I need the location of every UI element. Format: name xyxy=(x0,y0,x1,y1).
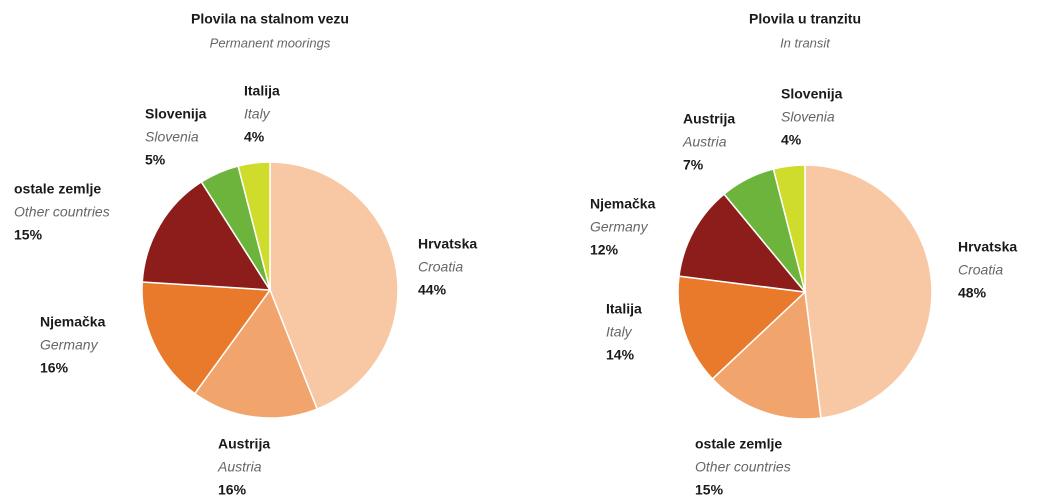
slice-value-label: 15% xyxy=(14,227,43,243)
slice-value-label: 5% xyxy=(145,152,166,168)
slice-label: Austrija xyxy=(683,111,735,127)
slice-label: Njemačka xyxy=(590,196,656,212)
slice-label-translation: Slovenia xyxy=(781,109,835,125)
slice-label: ostale zemlje xyxy=(14,181,101,197)
slice-label: Slovenija xyxy=(781,86,843,102)
slice-value-label: 4% xyxy=(244,129,265,145)
chart-title: Plovila na stalnom vezu xyxy=(191,11,349,27)
chart-subtitle: In transit xyxy=(780,35,831,50)
slice-label: Slovenija xyxy=(145,106,207,122)
slice-value-label: 48% xyxy=(958,285,987,301)
slice-label: Hrvatska xyxy=(958,239,1017,255)
slice-label-translation: Germany xyxy=(590,219,649,235)
pie-slice xyxy=(678,193,807,293)
slice-label-translation: Austria xyxy=(682,134,727,150)
slice-label-translation: Other countries xyxy=(695,459,791,475)
slice-label-translation: Croatia xyxy=(418,259,463,275)
slice-value-label: 7% xyxy=(683,157,704,173)
slice-value-label: 12% xyxy=(590,242,619,258)
slice-value-label: 15% xyxy=(695,482,724,498)
slice-value-label: 4% xyxy=(781,132,802,148)
slice-label-translation: Croatia xyxy=(958,262,1003,278)
slice-value-label: 44% xyxy=(418,282,447,298)
slice-label-translation: Slovenia xyxy=(145,129,199,145)
slice-label: ostale zemlje xyxy=(695,436,782,452)
slice-label-translation: Italy xyxy=(606,324,633,340)
pie-slice xyxy=(141,180,272,291)
slice-label-translation: Austria xyxy=(217,459,262,475)
pie-slice xyxy=(193,288,319,419)
pie-slice xyxy=(677,275,807,380)
slice-label: Hrvatska xyxy=(418,236,477,252)
pie-slice xyxy=(804,164,933,419)
slice-label: Austrija xyxy=(218,436,270,452)
pie-slice xyxy=(711,290,822,420)
chart-subtitle: Permanent moorings xyxy=(210,35,331,50)
slice-label-translation: Italy xyxy=(244,106,271,122)
slice-label: Italija xyxy=(244,83,280,99)
slice-label-translation: Germany xyxy=(40,337,99,353)
pie-slice xyxy=(237,161,271,291)
slice-value-label: 16% xyxy=(40,360,69,376)
slice-label-translation: Other countries xyxy=(14,204,110,220)
pie-slice xyxy=(141,281,272,395)
slice-label: Njemačka xyxy=(40,314,106,330)
slice-label: Italija xyxy=(606,301,642,317)
pie-slice xyxy=(269,161,399,410)
chart-title: Plovila u tranzitu xyxy=(749,11,861,27)
slice-value-label: 16% xyxy=(218,482,247,498)
slice-value-label: 14% xyxy=(606,347,635,363)
pie-slice xyxy=(772,164,806,293)
